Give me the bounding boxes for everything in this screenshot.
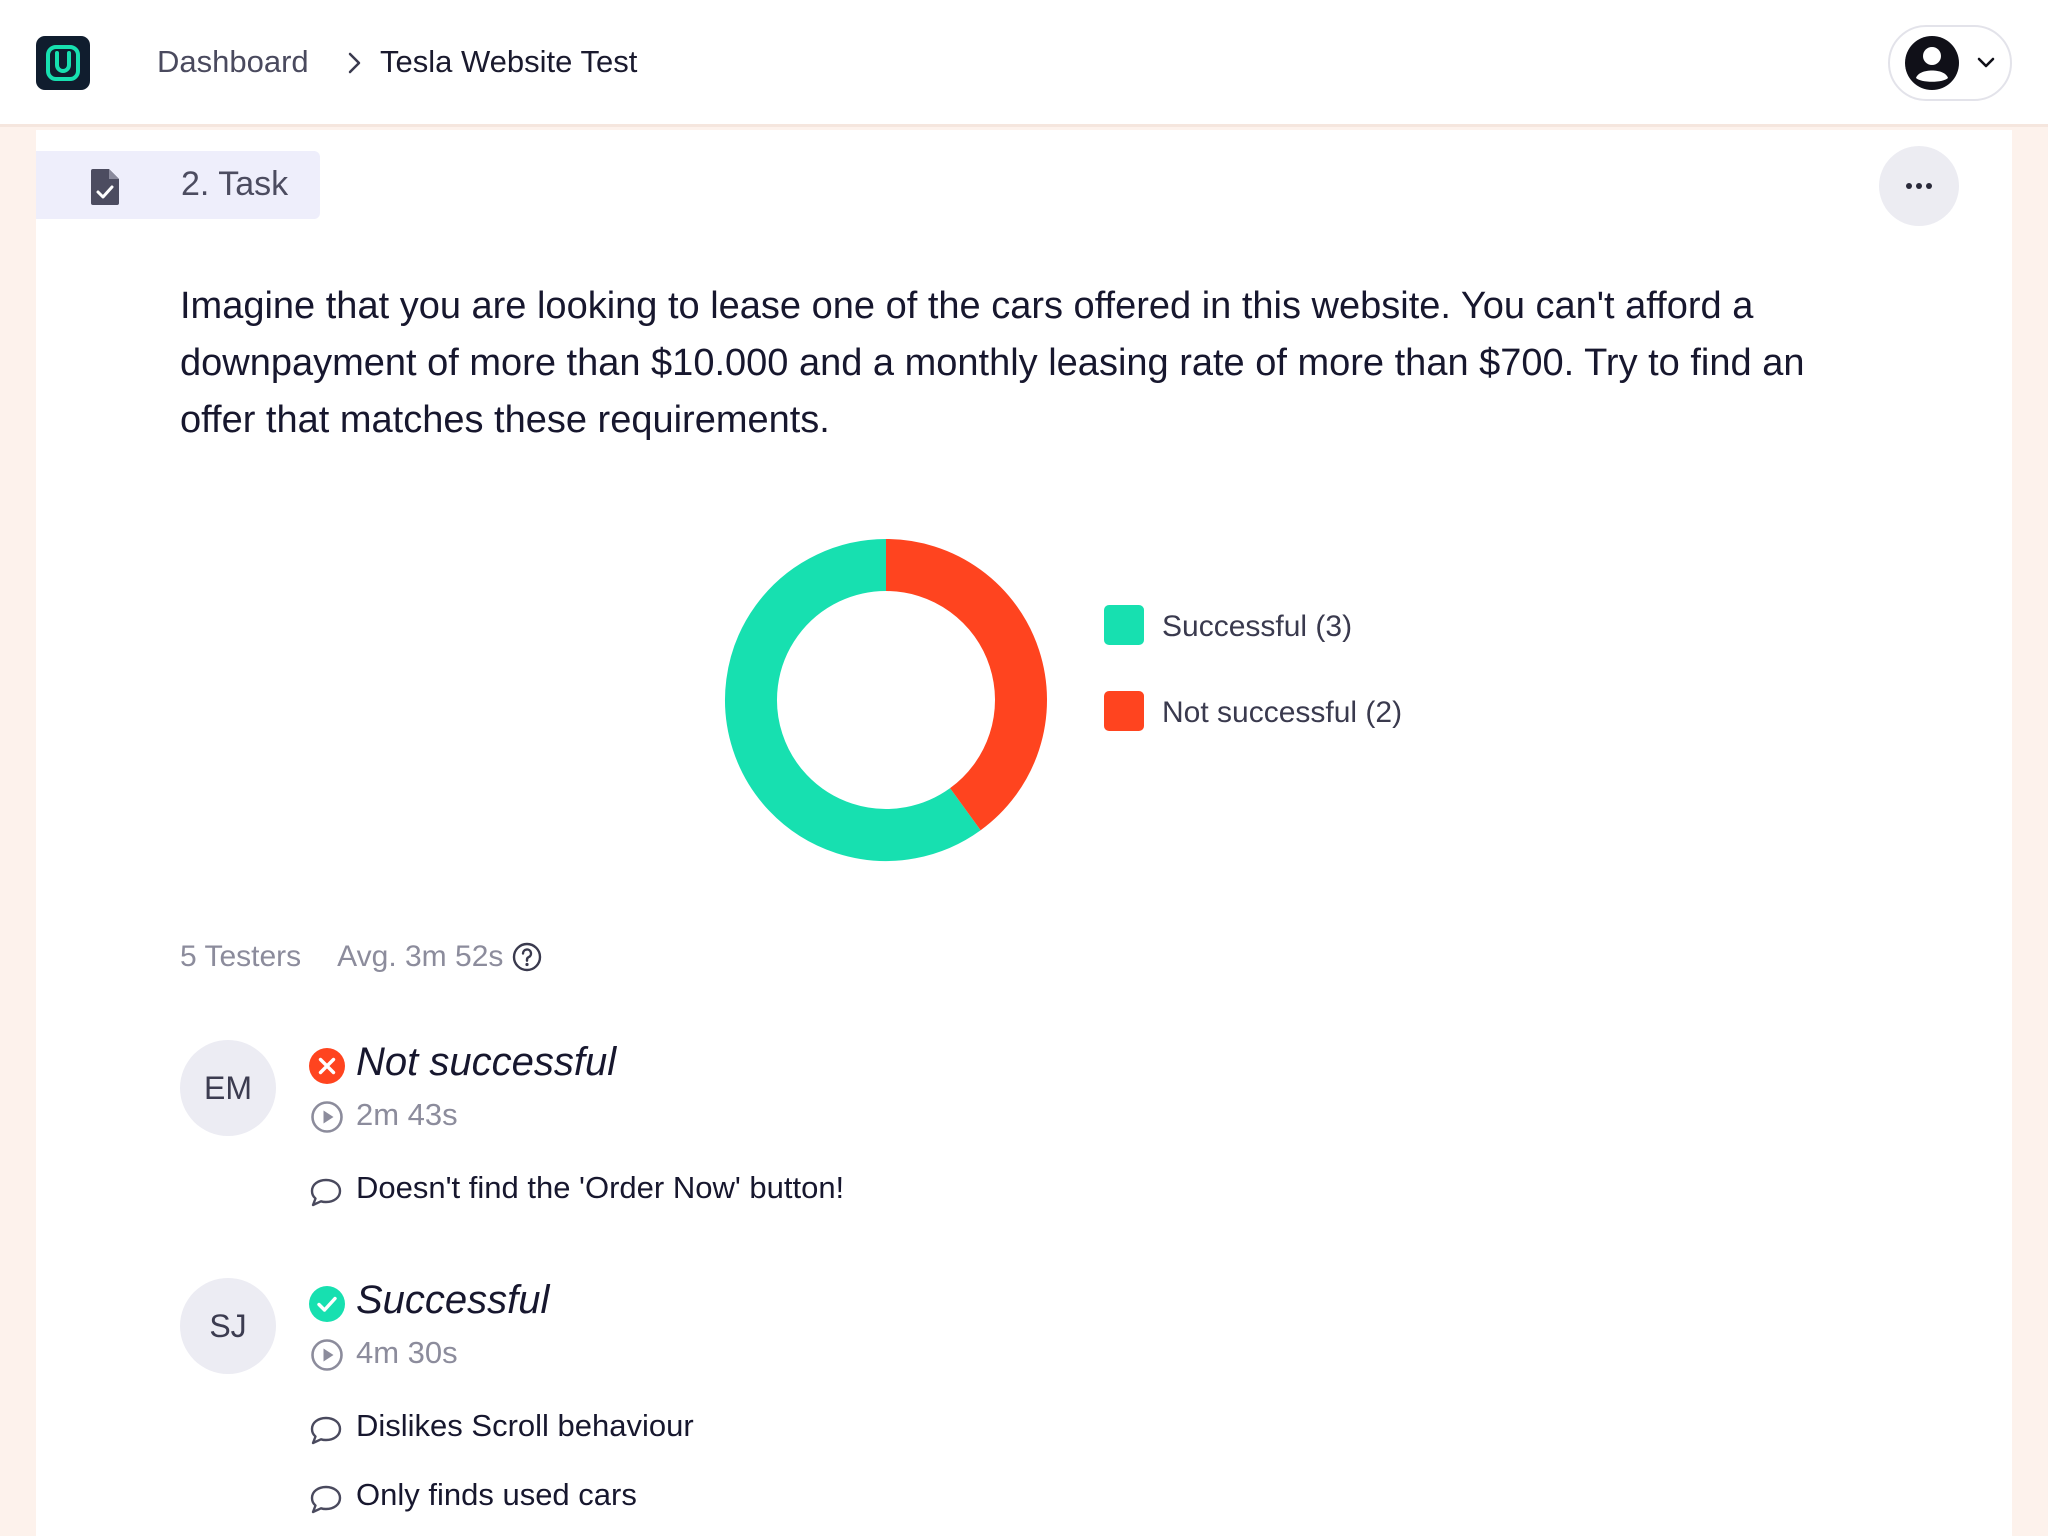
success-donut-chart: Successful (3) Not successful (2): [725, 539, 1402, 861]
testers-count: 5 Testers: [180, 940, 302, 973]
result-duration[interactable]: 2m 43s: [356, 1097, 458, 1132]
legend-swatch: [1104, 691, 1144, 731]
tester-result: EM Not successful 2m 43s Doesn't find th…: [180, 1040, 1680, 1240]
task-panel: 2. Task Imagine that you are looking to …: [36, 130, 2012, 1536]
comment-text: Doesn't find the 'Order Now' button!: [356, 1170, 845, 1205]
chevron-right-icon: [348, 52, 361, 74]
logo-icon: [46, 45, 80, 81]
legend-label: Not successful (2): [1162, 696, 1402, 729]
top-bar: Dashboard Tesla Website Test: [0, 0, 2048, 127]
result-status: Successful: [356, 1278, 550, 1322]
comment-text: Only finds used cars: [356, 1477, 637, 1512]
result-duration[interactable]: 4m 30s: [356, 1335, 458, 1370]
average-time: Avg. 3m 52s: [337, 940, 504, 973]
user-menu-button[interactable]: [1888, 25, 2012, 101]
comment-icon: [310, 1416, 342, 1445]
result-status: Not successful: [356, 1040, 617, 1084]
task-document-icon: [91, 169, 119, 205]
tester-result: SJ Successful 4m 30s Dislikes Scroll beh…: [180, 1278, 1680, 1536]
breadcrumb-current: Tesla Website Test: [380, 44, 638, 79]
legend-label: Successful (3): [1162, 610, 1352, 643]
avatar-icon: [1905, 36, 1959, 90]
success-icon: [309, 1286, 345, 1322]
legend-swatch: [1104, 605, 1144, 645]
tester-avatar: EM: [180, 1040, 276, 1136]
breadcrumb-dashboard[interactable]: Dashboard: [157, 44, 309, 79]
help-icon[interactable]: [511, 941, 543, 973]
task-stats: 5 Testers Avg. 3m 52s: [180, 940, 543, 974]
donut-slice: [885, 539, 1047, 831]
app-logo[interactable]: [36, 36, 90, 90]
task-tag: 2. Task: [36, 151, 320, 219]
more-options-button[interactable]: [1879, 146, 1959, 226]
play-recording-icon[interactable]: [310, 1100, 344, 1134]
play-recording-icon[interactable]: [310, 1338, 344, 1372]
failure-icon: [309, 1048, 345, 1084]
comment-text: Dislikes Scroll behaviour: [356, 1408, 694, 1443]
comment-icon: [310, 1178, 342, 1207]
chevron-down-icon: [1977, 57, 1995, 68]
task-description: Imagine that you are looking to lease on…: [180, 285, 1805, 441]
tester-avatar: SJ: [180, 1278, 276, 1374]
task-title: 2. Task: [181, 165, 289, 203]
more-icon: [1906, 183, 1932, 189]
comment-icon: [310, 1485, 342, 1514]
donut-slice: [725, 539, 981, 861]
